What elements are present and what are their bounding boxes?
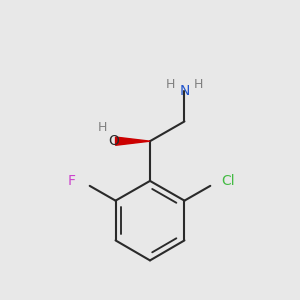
Text: Cl: Cl — [221, 174, 235, 188]
Text: F: F — [68, 174, 76, 188]
Text: H: H — [166, 78, 175, 91]
Text: H: H — [194, 78, 203, 91]
Text: H: H — [98, 122, 108, 134]
Text: N: N — [179, 84, 190, 98]
Polygon shape — [116, 137, 150, 145]
Text: O: O — [109, 134, 119, 148]
